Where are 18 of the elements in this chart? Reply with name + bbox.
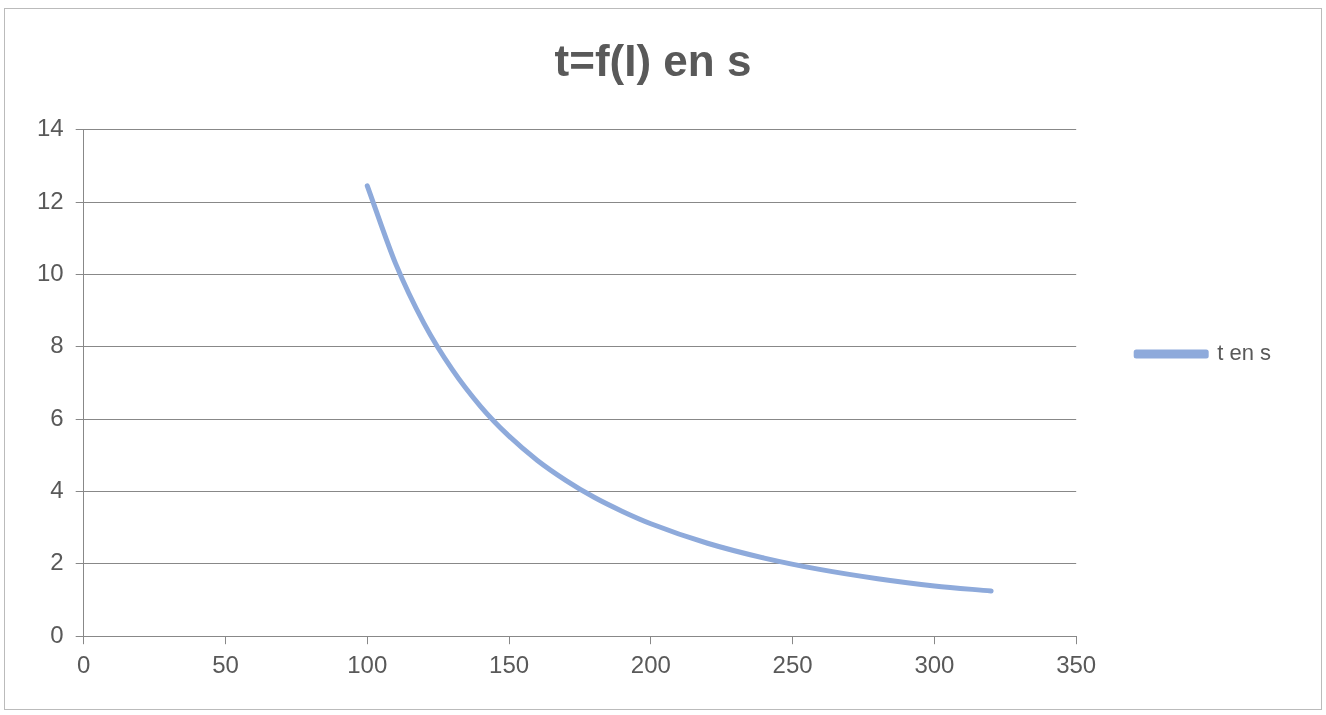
x-tick-label: 50: [212, 651, 239, 679]
chart-title: t=f(I) en s: [554, 35, 752, 85]
y-tick-label: 8: [50, 331, 64, 359]
y-tick-label: 2: [50, 548, 64, 576]
x-tick-label: 300: [914, 651, 955, 679]
y-tick-label: 4: [50, 476, 64, 504]
x-tick-label: 150: [489, 651, 530, 679]
y-tick-label: 6: [50, 403, 64, 431]
y-tick-label: 0: [50, 620, 64, 648]
x-tick-label: 100: [347, 651, 388, 679]
y-tick-label: 10: [36, 259, 64, 287]
x-tick-label: 350: [1056, 651, 1097, 679]
x-tick-label: 0: [77, 651, 91, 679]
x-tick-label: 200: [630, 651, 671, 679]
x-tick-label: 250: [772, 651, 813, 679]
y-tick-label: 14: [36, 114, 64, 142]
y-tick-label: 12: [36, 186, 64, 214]
legend-label: t en s: [1217, 340, 1271, 366]
